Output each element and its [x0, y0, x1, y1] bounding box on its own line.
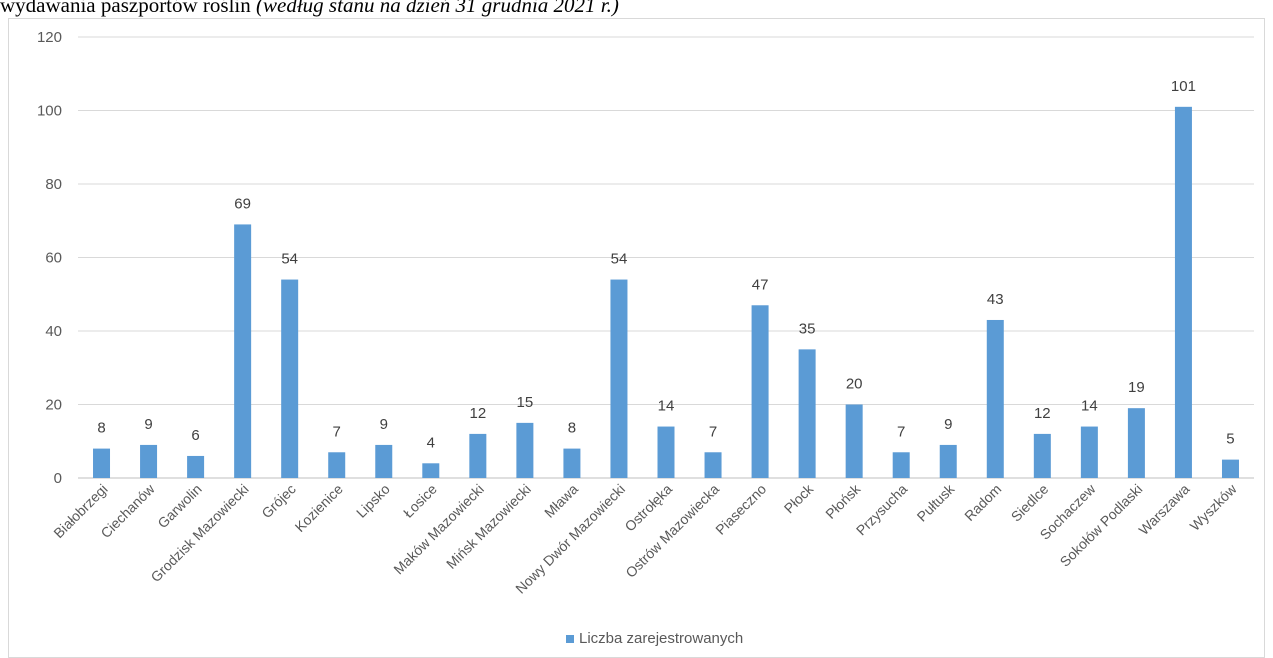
- bar: [140, 444, 158, 478]
- data-label: 43: [987, 291, 1004, 308]
- bar: [704, 452, 722, 478]
- bar: [845, 404, 863, 478]
- data-label: 4: [427, 434, 435, 451]
- data-label: 69: [234, 195, 251, 212]
- bar: [422, 463, 440, 478]
- x-tick-label: Przysucha: [853, 481, 911, 539]
- data-label: 8: [97, 420, 105, 437]
- data-label: 9: [380, 416, 388, 433]
- x-tick-label: Pułtusk: [914, 480, 958, 524]
- legend: Liczba zarejestrowanych: [566, 630, 743, 648]
- bar: [375, 444, 393, 478]
- data-label: 7: [897, 423, 905, 440]
- bar: [328, 452, 346, 478]
- bar: [986, 319, 1004, 478]
- data-label: 7: [709, 423, 717, 440]
- x-tick-label: Maków Mazowiecki: [390, 481, 487, 578]
- bar: [1033, 433, 1051, 478]
- bar: [563, 448, 581, 478]
- x-tick-label: Mińsk Mazowiecki: [443, 481, 534, 572]
- x-tick-label: Płock: [781, 480, 817, 516]
- x-tick-label: Mława: [541, 481, 581, 521]
- bar: [281, 279, 299, 478]
- bar: [234, 224, 252, 478]
- data-label: 12: [469, 405, 486, 422]
- bar: [798, 349, 816, 478]
- chart-title: wydawania paszportów roślin (według stan…: [0, 0, 1273, 21]
- x-tick-label: Lipsko: [353, 481, 393, 521]
- chart-title-date: (według stanu na dzień 31 grudnia 2021 r…: [256, 0, 619, 17]
- x-tick-label: Siedlce: [1008, 481, 1052, 525]
- data-label: 9: [144, 416, 152, 433]
- x-tick-label: Piaseczno: [712, 481, 769, 538]
- x-tick-label: Grójec: [258, 481, 298, 521]
- legend-swatch: [566, 635, 574, 644]
- data-label: 101: [1171, 78, 1196, 95]
- bar: [610, 279, 628, 478]
- x-tick-label: Warszawa: [1135, 481, 1192, 538]
- bar: [892, 452, 910, 478]
- x-tick-label: Ostrów Mazowiecka: [622, 481, 722, 581]
- y-tick-label: 40: [45, 323, 62, 340]
- bar: [469, 433, 487, 478]
- y-tick-label: 60: [45, 250, 62, 267]
- y-tick-label: 120: [37, 29, 62, 46]
- data-label: 9: [944, 416, 952, 433]
- bar: [187, 455, 205, 478]
- data-label: 6: [191, 427, 199, 444]
- y-tick-label: 80: [45, 176, 62, 193]
- data-label: 54: [611, 251, 628, 268]
- x-tick-label: Radom: [961, 481, 1004, 524]
- data-label: 14: [1081, 398, 1098, 415]
- data-label: 12: [1034, 405, 1051, 422]
- bar: [657, 426, 675, 478]
- bar: [751, 305, 769, 478]
- bar: [1080, 426, 1098, 478]
- bar: [93, 448, 111, 478]
- data-label: 47: [752, 276, 769, 293]
- bar: [1127, 408, 1145, 478]
- y-tick-label: 20: [45, 397, 62, 414]
- legend-label: Liczba zarejestrowanych: [579, 630, 744, 647]
- data-label: 54: [281, 251, 298, 268]
- x-tick-label: Wyszków: [1187, 480, 1241, 534]
- bar: [516, 422, 534, 478]
- data-label: 35: [799, 320, 816, 337]
- chart-title-text: wydawania paszportów roślin: [0, 0, 257, 17]
- bar: [1221, 459, 1239, 478]
- x-tick-label: Płońsk: [822, 480, 864, 522]
- data-label: 7: [333, 423, 341, 440]
- bar: [1174, 106, 1192, 478]
- data-label: 5: [1226, 431, 1234, 448]
- data-label: 8: [568, 420, 576, 437]
- x-tick-label: Kozienice: [292, 481, 346, 535]
- data-label: 19: [1128, 379, 1145, 396]
- data-label: 15: [517, 394, 534, 411]
- x-tick-label: Sokołów Podlaski: [1057, 481, 1146, 570]
- bar: [939, 444, 957, 478]
- x-tick-label: Łosice: [400, 481, 440, 521]
- data-label: 14: [658, 398, 675, 415]
- data-label: 20: [846, 376, 863, 393]
- y-tick-label: 100: [37, 103, 62, 120]
- y-tick-label: 0: [54, 470, 62, 487]
